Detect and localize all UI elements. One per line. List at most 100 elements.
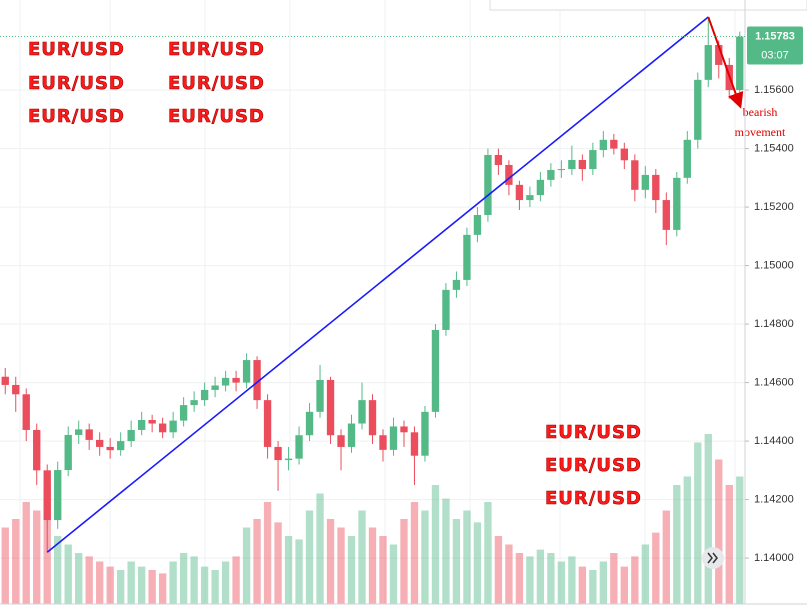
candle-body (1, 376, 9, 385)
volume-bar (526, 556, 534, 604)
volume-bar (452, 519, 461, 604)
label-overlay: EUR/USD (28, 106, 125, 127)
arrow (707, 16, 744, 109)
label-overlay: EUR/USD (168, 73, 265, 94)
volume-bar (631, 556, 639, 604)
volume-bar (473, 522, 482, 604)
volume-bar (641, 544, 649, 604)
trend-line (46, 16, 709, 553)
candle-body (368, 400, 377, 436)
volume-bar (484, 502, 492, 604)
candle-body (22, 394, 30, 430)
candle-body (54, 470, 62, 521)
volume-bar (337, 527, 345, 604)
volume-bar (673, 485, 681, 604)
candle-body (400, 426, 408, 433)
candle-body (137, 420, 146, 430)
toolbar[interactable] (489, 0, 807, 11)
candle-body (200, 389, 209, 401)
candle-body (526, 195, 534, 201)
volume-bar (683, 476, 691, 604)
candle-body (169, 420, 177, 433)
candle-body (736, 36, 744, 91)
candle-body (12, 384, 20, 395)
countdown: 03:07 (761, 49, 789, 61)
volume-bar (421, 510, 429, 604)
volume-bar (190, 556, 198, 604)
y-tick-label: 1.14200 (754, 493, 794, 505)
candle-body (410, 432, 419, 456)
volume-bar (326, 519, 335, 604)
price-grid (0, 89, 745, 559)
volume-bar (96, 561, 104, 604)
volume-bar (410, 502, 419, 604)
volume-bar (148, 570, 156, 604)
volume-bar (274, 522, 282, 604)
candle-body (347, 423, 356, 447)
volume-bar (179, 553, 188, 604)
scroll-button[interactable] (702, 547, 724, 569)
volume-bar (221, 561, 230, 604)
candle-body (547, 169, 555, 180)
candle-body (431, 329, 440, 412)
label-overlay: EUR/USD (28, 39, 125, 60)
candle-body (242, 360, 251, 383)
volume-bar (389, 544, 398, 604)
candle-body (232, 377, 240, 383)
y-tick-label: 1.15400 (754, 142, 794, 154)
volume-bar (568, 556, 576, 604)
annotation: bearish (743, 105, 778, 119)
volume-bar (536, 549, 545, 604)
volume-bar (316, 493, 324, 604)
candle-body (305, 411, 314, 436)
y-tick-label: 1.14400 (754, 435, 794, 447)
candle-body (326, 379, 335, 436)
volume-bar (358, 510, 366, 604)
annotation: movement (735, 125, 786, 139)
volume-bar (715, 459, 723, 604)
candle-body (599, 139, 608, 151)
last-price-label: 1.15783 (755, 30, 795, 42)
candle-body (43, 470, 51, 521)
volume-bar (33, 510, 41, 604)
candle-body (284, 458, 293, 461)
candle-body (610, 139, 618, 149)
annotations: bearish movement EUR/USD EUR/USD EUR/USD EUR/… (28, 16, 786, 553)
candle-body (683, 139, 691, 178)
candle-body (494, 155, 503, 165)
candle-body (421, 411, 429, 456)
volume-bar (662, 510, 670, 604)
volume-bar (12, 519, 20, 604)
label-overlay: EUR/USD (28, 73, 125, 94)
candle-body (631, 160, 639, 190)
volume-bar (106, 566, 114, 604)
volume-bar (547, 553, 555, 604)
candle-body (389, 426, 398, 450)
candle-body (96, 439, 104, 447)
volume-bar (169, 561, 177, 604)
volume-bar (263, 502, 272, 604)
candle-body (116, 441, 125, 451)
candle-body (505, 164, 513, 185)
y-tick-label: 1.14000 (754, 552, 794, 564)
volume-bar (652, 532, 660, 604)
volume-bar (116, 570, 125, 604)
volume-bar (704, 434, 712, 604)
candle-body (316, 379, 324, 412)
volume-bar (505, 544, 513, 604)
volume-bar (158, 573, 167, 604)
volume-bar (725, 485, 733, 604)
candle-body (127, 429, 135, 442)
candle-body (715, 45, 723, 65)
y-tick-label: 1.15600 (754, 84, 794, 96)
candle-body (106, 446, 114, 451)
volume-bar (442, 498, 450, 604)
volume-bar (694, 442, 702, 604)
candle-body (515, 184, 524, 201)
candle-body (75, 429, 83, 435)
volume-bar (253, 519, 261, 604)
volume-bar (736, 476, 744, 604)
volume-bar (368, 527, 377, 604)
volume-bar (620, 566, 629, 604)
candle-body (337, 435, 345, 447)
